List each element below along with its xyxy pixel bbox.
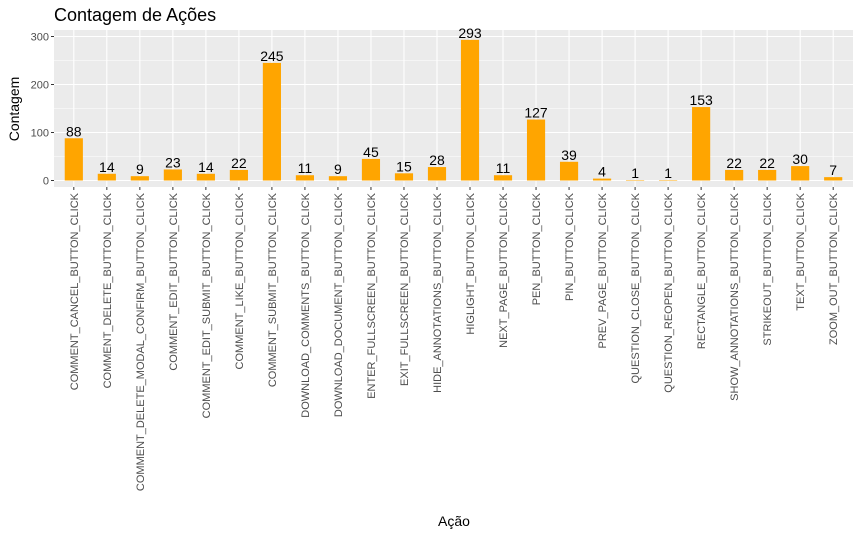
- bar: [559, 161, 579, 181]
- x-tick-label: EXIT_FULLSCREEN_BUTTON_CLICK: [399, 192, 411, 386]
- bar: [824, 177, 843, 181]
- bar: [791, 166, 810, 181]
- y-tick-label: 100: [31, 128, 49, 140]
- bar: [97, 173, 116, 181]
- x-tick-label: QUESTION_CLOSE_BUTTON_CLICK: [630, 192, 642, 383]
- x-tick-label: PEN_BUTTON_CLICK: [531, 192, 543, 305]
- data-label: 88: [66, 123, 82, 139]
- x-tick-label: COMMENT_CANCEL_BUTTON_CLICK: [69, 192, 81, 390]
- x-tick-label: COMMENT_SUBMIT_BUTTON_CLICK: [267, 192, 279, 387]
- bar: [725, 169, 744, 181]
- chart-title: Contagem de Ações: [54, 5, 216, 25]
- data-label: 11: [496, 160, 511, 176]
- x-tick-label: COMMENT_LIKE_BUTTON_CLICK: [234, 192, 246, 369]
- x-tick-label: ENTER_FULLSCREEN_BUTTON_CLICK: [366, 192, 378, 398]
- bar: [229, 169, 248, 181]
- data-label: 14: [99, 159, 115, 175]
- data-label: 293: [458, 25, 482, 41]
- bar: [328, 176, 348, 181]
- bar: [196, 173, 215, 181]
- x-tick-label: HIDE_ANNOTATIONS_BUTTON_CLICK: [432, 192, 444, 393]
- x-tick-label: DOWNLOAD_COMMENTS_BUTTON_CLICK: [300, 192, 312, 417]
- bar: [130, 176, 149, 181]
- bar: [361, 158, 381, 181]
- x-tick-label: RECTANGLE_BUTTON_CLICK: [696, 192, 708, 349]
- x-tick-label: COMMENT_DELETE_MODAL_CONFIRM_BUTTON_CLIC…: [135, 192, 147, 491]
- bar: [592, 178, 612, 181]
- data-label: 28: [429, 152, 445, 168]
- data-label: 23: [165, 154, 181, 170]
- x-tick-label: QUESTION_REOPEN_BUTTON_CLICK: [663, 192, 675, 392]
- x-tick-label: COMMENT_EDIT_SUBMIT_BUTTON_CLICK: [201, 192, 213, 418]
- data-label: 1: [631, 165, 639, 181]
- bar: [262, 62, 281, 181]
- data-label: 153: [689, 92, 713, 108]
- x-tick-label: PREV_PAGE_BUTTON_CLICK: [597, 192, 609, 348]
- bar: [295, 175, 315, 181]
- x-tick-label: TEXT_BUTTON_CLICK: [795, 192, 807, 310]
- x-tick-label: ZOOM_OUT_BUTTON_CLICK: [828, 192, 840, 345]
- data-label: 45: [363, 144, 379, 160]
- data-label: 127: [524, 105, 548, 121]
- data-label: 30: [792, 151, 808, 167]
- y-tick-label: 0: [43, 176, 49, 188]
- y-axis: 0 100 200 300: [31, 32, 54, 188]
- bar: [427, 167, 447, 181]
- bar: [526, 119, 546, 181]
- bar: [64, 138, 83, 181]
- y-axis-title: Contagem: [6, 77, 22, 142]
- x-tick-label: HIGLIGHT_BUTTON_CLICK: [465, 192, 477, 334]
- data-label: 1: [664, 165, 672, 181]
- data-label: 22: [231, 155, 247, 171]
- data-label: 11: [298, 160, 313, 176]
- x-axis: COMMENT_CANCEL_BUTTON_CLICK COMMENT_DELET…: [69, 187, 840, 491]
- data-label: 9: [136, 161, 144, 177]
- y-tick-label: 200: [31, 80, 49, 92]
- data-label: 245: [260, 48, 284, 64]
- x-tick-label: COMMENT_EDIT_BUTTON_CLICK: [168, 192, 180, 370]
- x-tick-label: DOWNLOAD_DOCUMENT_BUTTON_CLICK: [333, 192, 345, 417]
- data-label: 14: [198, 159, 214, 175]
- data-label: 4: [598, 164, 606, 180]
- bar: [394, 173, 414, 181]
- x-axis-title: Ação: [438, 513, 470, 529]
- x-tick-label: SHOW_ANNOTATIONS_BUTTON_CLICK: [729, 192, 741, 400]
- x-tick-label: COMMENT_DELETE_BUTTON_CLICK: [102, 192, 114, 388]
- bar: [163, 169, 182, 181]
- bar: [692, 107, 711, 181]
- data-label: 7: [829, 162, 837, 178]
- data-label: 9: [334, 161, 342, 177]
- data-label: 22: [726, 155, 742, 171]
- bar: [493, 175, 513, 181]
- x-tick-label: PIN_BUTTON_CLICK: [564, 192, 576, 301]
- bar: [758, 169, 777, 181]
- data-label: 15: [396, 158, 412, 174]
- data-label: 39: [561, 147, 577, 163]
- data-label: 22: [759, 155, 775, 171]
- y-tick-label: 300: [31, 32, 49, 44]
- bar: [460, 39, 480, 181]
- bars: [64, 39, 843, 181]
- x-tick-label: NEXT_PAGE_BUTTON_CLICK: [498, 192, 510, 348]
- x-tick-label: STRIKEOUT_BUTTON_CLICK: [762, 192, 774, 345]
